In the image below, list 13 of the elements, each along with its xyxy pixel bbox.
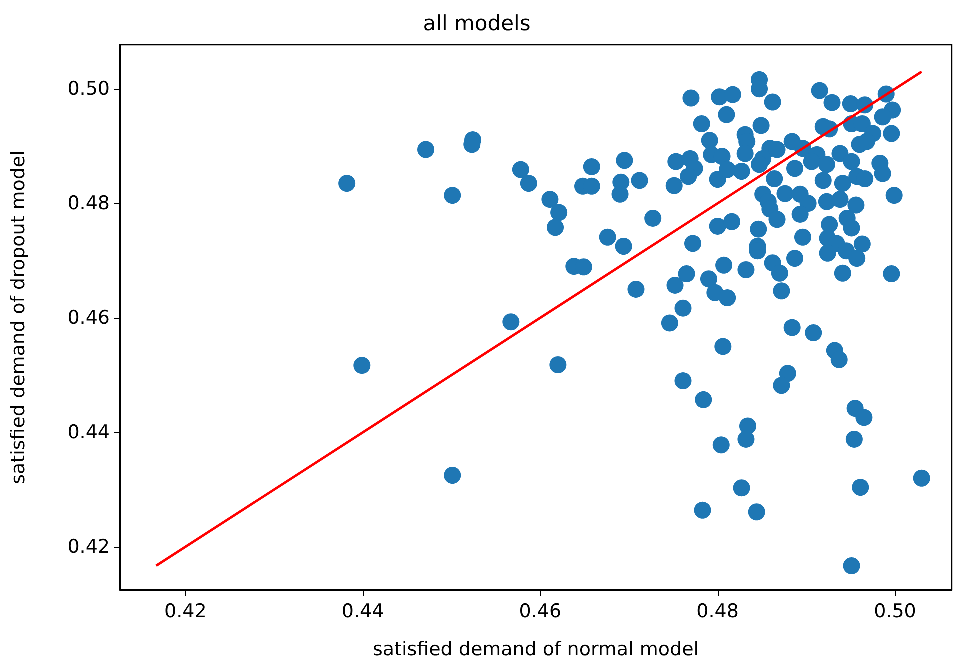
- y-tick-label: 0.48: [68, 192, 110, 215]
- x-tick-label: 0.48: [696, 600, 739, 622]
- x-tick-label: 0.50: [874, 600, 916, 622]
- y-tick-label: 0.50: [68, 78, 110, 100]
- y-tick-label: 0.42: [68, 536, 110, 558]
- x-tick-label: 0.42: [164, 600, 207, 622]
- x-tick-label: 0.44: [342, 600, 384, 622]
- chart-title: all models: [423, 12, 531, 36]
- y-tick-label: 0.44: [68, 422, 110, 444]
- y-tick-label: 0.46: [68, 307, 110, 330]
- x-axis-title: satisfied demand of normal model: [372, 638, 700, 660]
- x-tick-label: 0.46: [519, 600, 562, 622]
- y-axis-title: satisfied demand of dropout model: [8, 150, 30, 484]
